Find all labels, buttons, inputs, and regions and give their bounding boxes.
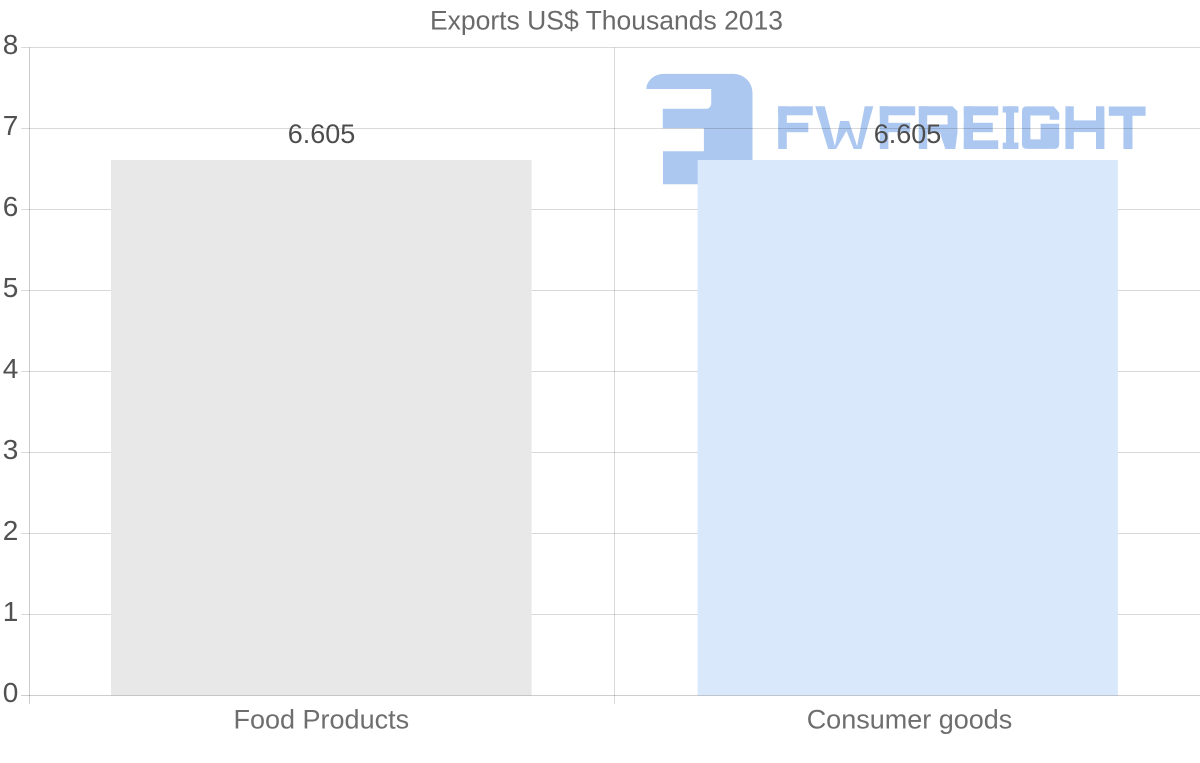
svg-text:7: 7 <box>3 110 19 141</box>
svg-text:8: 8 <box>3 29 19 60</box>
svg-text:2: 2 <box>3 515 19 546</box>
svg-text:1: 1 <box>3 596 19 627</box>
svg-text:0: 0 <box>3 677 19 708</box>
svg-text:6: 6 <box>3 191 19 222</box>
svg-text:5: 5 <box>3 272 19 303</box>
svg-text:6.605: 6.605 <box>288 119 356 149</box>
svg-text:4: 4 <box>3 353 19 384</box>
svg-text:6.605: 6.605 <box>874 119 942 149</box>
svg-text:Consumer goods: Consumer goods <box>807 705 1013 735</box>
svg-text:Exports US$ Thousands 2013: Exports US$ Thousands 2013 <box>430 5 783 35</box>
svg-text:Food Products: Food Products <box>234 705 410 735</box>
svg-text:3: 3 <box>3 434 19 465</box>
